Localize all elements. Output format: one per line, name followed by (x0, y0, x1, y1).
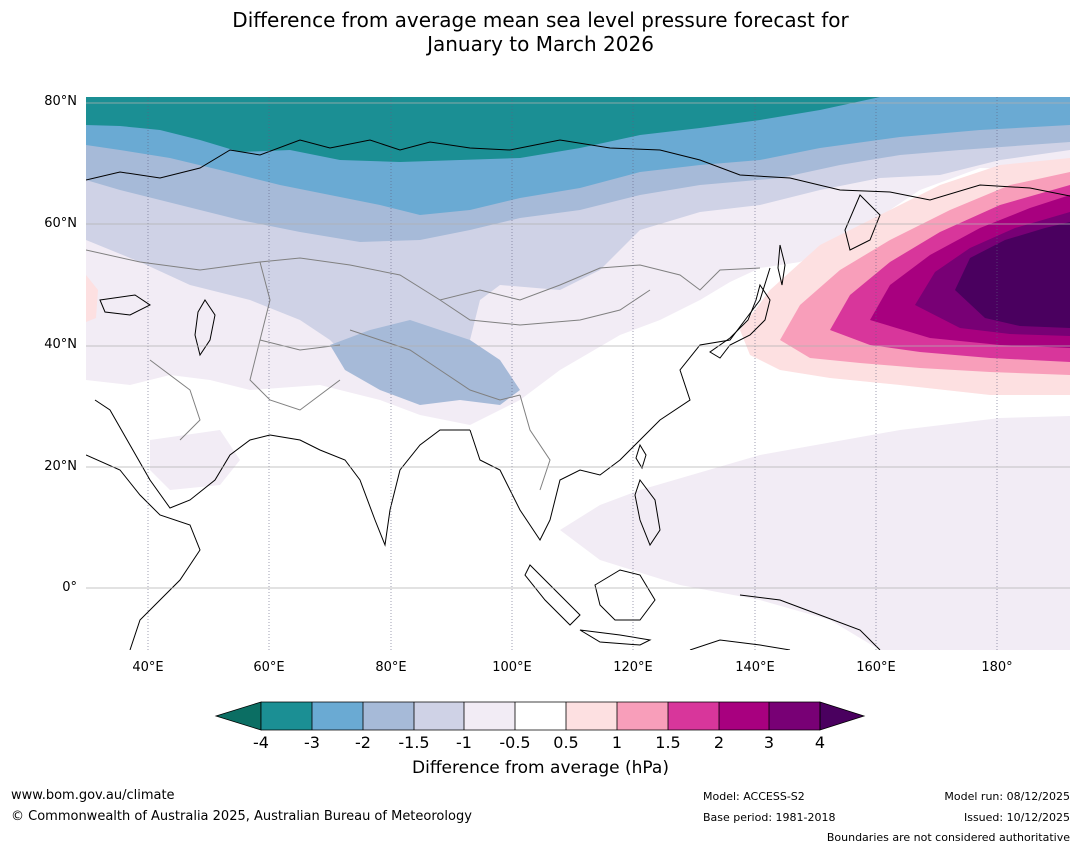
chart-title-line2: January to March 2026 (427, 32, 654, 56)
coastline-india (269, 429, 470, 547)
footer-disclaimer: Boundaries are not considered authoritat… (826, 831, 1070, 844)
coastline-new-guinea (739, 594, 881, 650)
footer-model-run: Model run: 08/12/2025 (944, 790, 1070, 803)
anomaly-region-south-minus-0-5 (560, 416, 1070, 650)
lat-label-40n: 40°N (44, 337, 77, 352)
coastline-sumatra (524, 564, 581, 626)
colorbar-label: -2 (355, 733, 371, 752)
map-area (86, 97, 1070, 650)
colorbar-extend-high (819, 701, 866, 731)
lon-label-160e: 160°E (856, 660, 896, 675)
lat-label-80n: 80°N (44, 94, 77, 109)
footer-issued: Issued: 10/12/2025 (963, 811, 1070, 824)
anomaly-region-plus-4 (955, 222, 1070, 328)
border-mongolia (439, 289, 651, 326)
lon-label-80e: 80°E (375, 660, 407, 675)
coastline-east-asia (469, 267, 771, 541)
colorbar-segment-6 (515, 702, 566, 730)
colorbar-title: Difference from average (hPa) (412, 758, 669, 778)
coastline-arctic (86, 139, 1070, 201)
border-russia-south (86, 249, 761, 301)
footer-copyright: © Commonwealth of Australia 2025, Austra… (11, 809, 472, 824)
lon-label-180: 180° (981, 660, 1013, 675)
colorbar-segment-1 (261, 702, 312, 730)
colorbar-segment-5 (464, 702, 515, 730)
coastline-black-sea (99, 294, 151, 316)
border-indochina (519, 394, 551, 491)
coastline-sakhalin (777, 244, 786, 286)
chart-title-line1: Difference from average mean sea level p… (232, 8, 849, 32)
latitude-gridlines (86, 102, 1070, 589)
lat-label-0: 0° (62, 580, 77, 595)
colorbar-label: -4 (253, 733, 269, 752)
chart-title: Difference from average mean sea level p… (0, 8, 1081, 56)
colorbar-segment-2 (312, 702, 363, 730)
colorbar-segment-7 (566, 702, 617, 730)
lon-label-120e: 120°E (613, 660, 653, 675)
border-middle-east (149, 359, 201, 441)
lon-label-40e: 40°E (132, 660, 164, 675)
longitude-gridlines (147, 97, 998, 650)
border-iran-afghanistan (249, 339, 341, 411)
lon-label-100e: 100°E (492, 660, 532, 675)
coastline-arabia (94, 399, 271, 509)
coastline-australia-north (689, 639, 791, 650)
colorbar-extend-low (214, 701, 262, 731)
colorbar-label: -3 (304, 733, 320, 752)
lon-label-140e: 140°E (735, 660, 775, 675)
footer-model: Model: ACCESS-S2 (703, 790, 805, 803)
colorbar-label: -1.5 (398, 733, 430, 752)
coastline-japan (709, 283, 771, 359)
colorbar-segment-10 (719, 702, 769, 730)
coastline-java (579, 629, 652, 646)
anomaly-region-west-plus-0-5 (86, 275, 98, 322)
country-borders (86, 249, 761, 491)
colorbar-segment-3 (363, 702, 414, 730)
colorbar-label: 0.5 (553, 733, 579, 752)
colorbar-label: 3 (763, 733, 775, 752)
colorbar (214, 701, 866, 731)
anomaly-region-central-asia-minus-1-5 (330, 320, 520, 405)
colorbar-label: -1 (456, 733, 472, 752)
coastline-philippines (634, 478, 661, 547)
colorbar-dividers (260, 701, 821, 731)
coastline-taiwan (635, 443, 647, 470)
colorbar-label: -0.5 (499, 733, 531, 752)
colorbar-label: 1.5 (655, 733, 681, 752)
footer-website-link[interactable]: www.bom.gov.au/climate (11, 788, 175, 803)
colorbar-label: 1 (611, 733, 623, 752)
lat-label-20n: 20°N (44, 459, 77, 474)
coastlines (86, 139, 1070, 650)
coastline-caspian-sea (194, 299, 216, 357)
colorbar-segment-11 (769, 702, 820, 730)
footer-base-period: Base period: 1981-2018 (703, 811, 836, 824)
colorbar-segment-8 (617, 702, 668, 730)
colorbar-segment-4 (414, 702, 464, 730)
colorbar-label: 4 (814, 733, 826, 752)
lat-label-60n: 60°N (44, 216, 77, 231)
coastline-borneo (594, 569, 656, 621)
colorbar-segment-9 (668, 702, 719, 730)
lon-label-60e: 60°E (253, 660, 285, 675)
border-china-west (349, 329, 521, 401)
colorbar-label: 2 (713, 733, 725, 752)
coastline-africa (86, 454, 201, 650)
